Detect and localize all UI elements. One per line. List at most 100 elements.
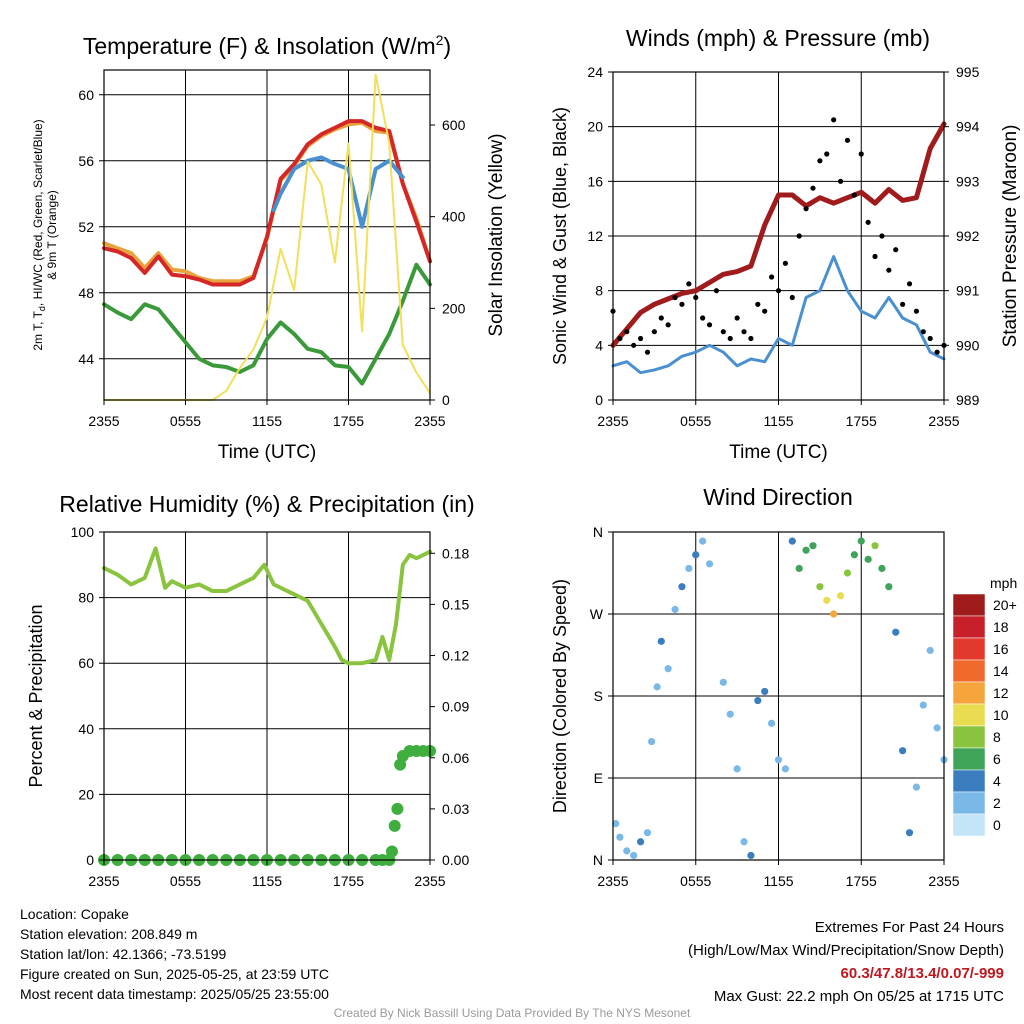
extremes-title: Extremes For Past 24 Hours (814, 919, 1004, 936)
gust-point (872, 253, 878, 260)
station-info: Location: Copake Station elevation: 208.… (20, 904, 329, 1004)
direction-point (816, 583, 824, 591)
gust-point (782, 260, 788, 266)
y-tick-label: 8 (595, 283, 603, 299)
x-tick-label: 1755 (333, 873, 364, 889)
x-tick-label: 2355 (88, 873, 119, 889)
y2-tick-label: 0.06 (442, 750, 469, 766)
gust-point (844, 137, 851, 143)
direction-point (612, 819, 620, 828)
colorbar-swatch (952, 593, 986, 617)
gust-point (920, 329, 926, 335)
gust-point (900, 301, 906, 307)
y2-tick-label: 200 (442, 300, 466, 316)
extremes-panel: Extremes For Past 24 Hours (High/Low/Max… (688, 916, 1004, 1008)
gust-point (913, 308, 920, 314)
direction-point (843, 569, 852, 577)
gust-point (817, 158, 823, 164)
gust-point (741, 329, 747, 335)
x-tick-label: 1155 (763, 873, 793, 889)
humidity-chart: Relative Humidity (%) & Precipitation (i… (26, 491, 475, 889)
direction-point (761, 687, 769, 696)
direction-point (774, 756, 783, 764)
gust-point (886, 267, 892, 273)
gust-point (775, 288, 782, 294)
gust-point (665, 322, 671, 328)
y-tick-label: 4 (595, 337, 603, 353)
colorbar-swatch (952, 615, 986, 639)
direction-point (830, 610, 838, 618)
direction-point (616, 833, 624, 841)
y-tick-label: 24 (587, 64, 603, 80)
chart-title: Winds (mph) & Pressure (mb) (626, 25, 930, 51)
y-tick-label: 40 (78, 721, 94, 737)
direction-point (671, 605, 679, 614)
station-elevation: Station elevation: 208.849 m (20, 926, 198, 942)
colorbar-swatch (952, 813, 986, 837)
series-line (102, 119, 432, 287)
gust-point (879, 233, 885, 239)
y2-tick-label: 0 (442, 392, 450, 408)
y2-tick-label: 0.15 (442, 596, 469, 612)
x-tick-label: 2355 (414, 413, 445, 429)
direction-point (733, 765, 741, 773)
direction-point (912, 783, 921, 791)
direction-point (692, 551, 700, 559)
direction-point (795, 564, 803, 573)
chart-title: Temperature (F) & Insolation (W/m2) (83, 32, 451, 59)
colorbar-label: 2 (993, 795, 1001, 811)
max-gust: Max Gust: 22.2 mph On 05/25 at 1715 UTC (713, 988, 1004, 1005)
direction-point (857, 537, 865, 545)
colorbar-label: 18 (993, 619, 1009, 635)
precip-point (388, 819, 401, 832)
extremes-subtitle: (High/Low/Max Wind/Precipitation/Snow De… (688, 942, 1004, 959)
gust-point (762, 308, 768, 314)
y2-tick-label: 992 (956, 228, 980, 244)
chart-title: Relative Humidity (%) & Precipitation (i… (59, 491, 474, 517)
gust-point (865, 219, 871, 225)
y2-tick-label: 995 (956, 64, 980, 80)
direction-point (705, 560, 714, 568)
y2-tick-label: 993 (956, 173, 980, 189)
direction-point (643, 829, 652, 837)
direction-point (892, 628, 900, 636)
x-tick-label: 0555 (170, 413, 201, 429)
direction-point (802, 546, 810, 554)
y-tick-label: 0 (595, 392, 603, 408)
direction-point (726, 710, 734, 718)
gust-point (803, 206, 809, 212)
y-tick-label: N (593, 852, 603, 868)
gust-point (706, 322, 713, 328)
colorbar-label: 14 (993, 663, 1009, 679)
gust-point (700, 315, 706, 321)
colorbar-label: 4 (993, 773, 1001, 789)
chart-title: Wind Direction (703, 484, 853, 510)
gust-point (837, 178, 844, 184)
colorbar-label: 8 (993, 729, 1001, 745)
station-location: Location: Copake (20, 906, 129, 922)
gust-point (789, 294, 795, 301)
wind-direction-chart: Wind Direction 2355 0555 1155 1755 2355 N E S W N D… (550, 484, 1017, 889)
y-tick-label: 80 (78, 590, 94, 606)
y-axis-label-line2: & 9m T (Orange) (45, 190, 59, 280)
gust-point (769, 274, 775, 280)
x-tick-label: 0555 (680, 413, 711, 429)
y2-tick-label: 994 (956, 119, 980, 135)
x-tick-label: 1155 (252, 413, 282, 429)
y-tick-label: 44 (78, 351, 94, 367)
x-tick-label: 1755 (846, 873, 877, 889)
direction-point (747, 851, 755, 860)
direction-point (768, 719, 776, 727)
y2-tick-label: 991 (956, 283, 980, 299)
direction-point (871, 542, 879, 550)
y-tick-label: N (593, 524, 603, 540)
x-tick-label: 2355 (597, 873, 628, 889)
series-line (610, 121, 947, 348)
y2-axis-label: Solar Insolation (Yellow) (486, 133, 507, 336)
colorbar-title: mph (990, 575, 1017, 591)
x-tick-label: 2355 (88, 413, 119, 429)
series-line (102, 262, 432, 386)
y-tick-label: W (590, 606, 604, 622)
gust-point (796, 233, 802, 239)
y-tick-label: E (594, 770, 603, 786)
